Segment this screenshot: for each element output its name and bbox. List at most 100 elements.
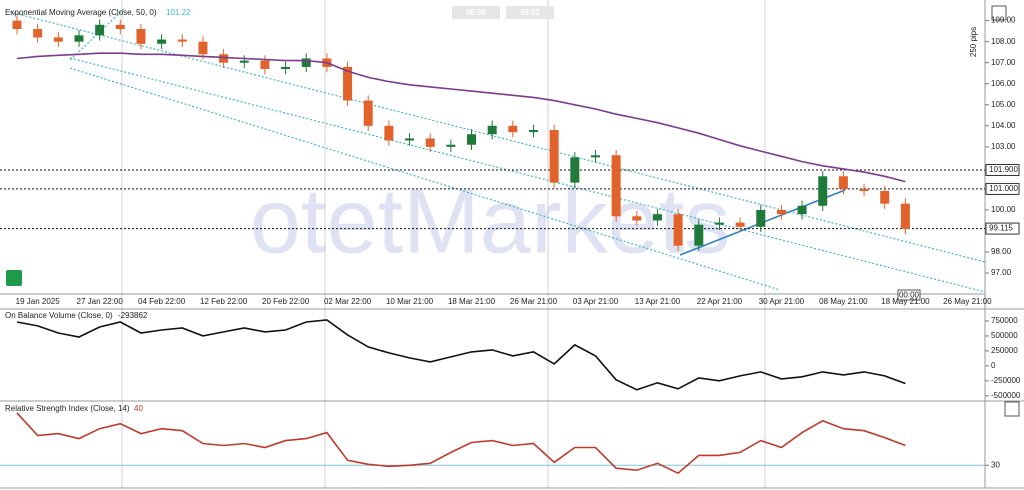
x-tick-label: 27 Jan 22:00 [77,297,124,306]
candle-body [239,60,249,63]
candle-body [838,176,848,189]
x-tick-label: 10 Mar 21:00 [386,297,434,306]
candle-body [714,222,724,225]
candle-body [487,125,497,135]
y-tick-label: 109.00 [991,16,1016,25]
x-tick-label: 19 Jan 2025 [16,297,61,306]
level-label-box [985,222,1020,235]
candle-body [405,138,415,141]
panel-button[interactable] [1004,401,1020,417]
candle-body [859,188,869,192]
rsi-legend: Relative Strength Index (Close, 14) [5,404,130,413]
level-label-box [985,163,1020,176]
y-tick-label: 97.00 [991,268,1012,277]
candle-body [157,39,167,44]
bid-box [452,6,500,19]
app-icon[interactable] [6,270,22,286]
candle-body [74,35,84,42]
bid: 98.96 [466,8,487,17]
x-tick-label: 03 Apr 21:00 [573,297,619,306]
y-tick-label: 105.00 [991,100,1016,109]
candle-body [735,222,745,227]
y-tick-label: 98.00 [991,247,1012,256]
x-tick-label: 18 Mar 21:00 [448,297,496,306]
ask-box [506,6,554,19]
series-line [16,52,906,183]
ema-legend: Exponential Moving Average (Close, 50, 0… [5,8,157,17]
x-tick-label: 26 Mar 21:00 [510,297,558,306]
candle-body [508,125,518,133]
candle-body [12,20,22,30]
ema-legend-value: 101.22 [166,8,191,17]
y-tick-label: 107.00 [991,58,1016,67]
level-label: 101.900 [989,165,1018,174]
y-tick-label: 108.00 [991,37,1016,46]
candle-body [425,138,435,147]
y-tick-label: 100.00 [991,205,1016,214]
candle-body [219,54,229,63]
time-label: 00:00 [899,291,920,300]
candle-body [529,130,538,133]
candle-body [136,29,146,44]
y-tick-label: 0 [991,361,996,370]
obv-legend: On Balance Volume (Close, 0) [5,311,113,320]
candle-body [301,58,311,67]
y-tick-label: -250000 [991,376,1021,385]
candle-body [177,39,187,42]
y-tick-label: 104.00 [991,121,1016,130]
x-tick-label: 13 Apr 21:00 [635,297,681,306]
x-tick-label: 02 Mar 22:00 [324,297,372,306]
candle-body [446,144,456,147]
candle-body [260,60,270,70]
level-label-box [985,182,1020,195]
x-tick-label: 30 Apr 21:00 [759,297,805,306]
y-tick-label: 250000 [991,346,1018,355]
y-tick-label: 103.00 [991,142,1016,151]
series-line [16,412,906,475]
candle-body [281,66,291,70]
level-label: 99.115 [989,224,1013,233]
candle-body [797,205,807,215]
x-tick-label: 22 Apr 21:00 [697,297,743,306]
candle-body [549,130,559,183]
candle-body [115,24,125,30]
x-tick-label: 08 May 21:00 [819,297,868,306]
y-tick-label: 750000 [991,316,1018,325]
candle-body [570,157,580,183]
y-tick-label: 30 [991,460,1000,469]
candle-body [652,214,662,221]
watermark: otetMarkets [250,170,731,272]
candle-body [694,224,704,246]
y-tick-label: -500000 [991,391,1021,400]
separators [121,0,766,488]
candle-body [818,176,828,206]
candle-body [776,209,786,215]
time-box [897,289,921,301]
x-tick-label: 26 May 21:00 [943,297,992,306]
candle-body [33,29,43,38]
x-tick-label: 04 Feb 22:00 [138,297,186,306]
x-tick-label: 18 May 21:00 [881,297,930,306]
candle-body [673,214,683,246]
candle-body [53,37,63,42]
x-tick-label: 12 Feb 22:00 [200,297,248,306]
rsi-legend-value: 40 [134,404,143,413]
y-tick-label: 106.00 [991,79,1016,88]
x-tick-label: 20 Feb 22:00 [262,297,310,306]
candle-body [384,125,394,141]
series-line [16,319,906,391]
y-tick-label: 500000 [991,331,1018,340]
candle-body [198,41,208,55]
level-label: 101.000 [989,184,1018,193]
candle-body [880,191,890,204]
candle-body [632,216,642,221]
candle-body [590,155,600,158]
candle-body [95,24,105,36]
expand-button[interactable] [991,5,1007,21]
candle-body [343,66,353,101]
obv-legend-value: -293862 [118,311,148,320]
candle-body [467,134,477,145]
ask: 99.01 [520,8,541,17]
